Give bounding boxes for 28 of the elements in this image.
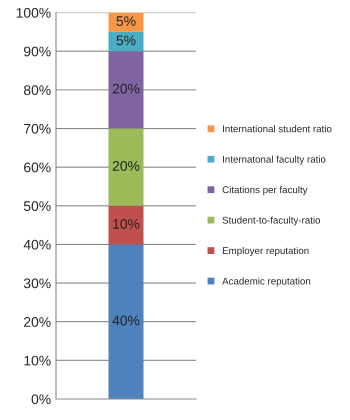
data-label: 20%	[112, 161, 140, 171]
y-tick-label: 10%	[24, 356, 51, 366]
legend-label: International student ratio	[223, 125, 332, 132]
data-label: 40%	[112, 316, 140, 326]
legend-label: Employer reputation	[222, 246, 309, 256]
bar	[108, 206, 144, 244]
y-tick-label: 70%	[24, 124, 51, 134]
y-tick-label: 90%	[24, 46, 51, 56]
legend-label: Citations per faculty	[222, 186, 308, 196]
data-label: 10%	[113, 219, 140, 229]
y-tick-label: 60%	[24, 162, 51, 172]
y-tick-label: 80%	[24, 85, 51, 96]
y-tick-label: 50%	[24, 201, 51, 211]
legend-label: Internatonal faculty ratio	[223, 156, 326, 165]
data-label: 5%	[116, 16, 136, 26]
y-tick-label: 40%	[24, 240, 51, 250]
y-tick-label: 30%	[24, 278, 51, 288]
bar	[108, 51, 144, 129]
y-tick-label: 20%	[24, 317, 51, 327]
legend-label: Student-to-faculty-ratio	[222, 216, 320, 226]
bar	[108, 244, 144, 399]
legend-label: Academic reputation	[222, 277, 310, 286]
data-label: 20%	[112, 84, 140, 94]
data-label: 5%	[116, 36, 136, 46]
bar	[108, 128, 144, 206]
y-tick-label: 0%	[32, 394, 51, 404]
bar	[108, 12, 144, 32]
y-tick-label: 100%	[16, 8, 51, 18]
